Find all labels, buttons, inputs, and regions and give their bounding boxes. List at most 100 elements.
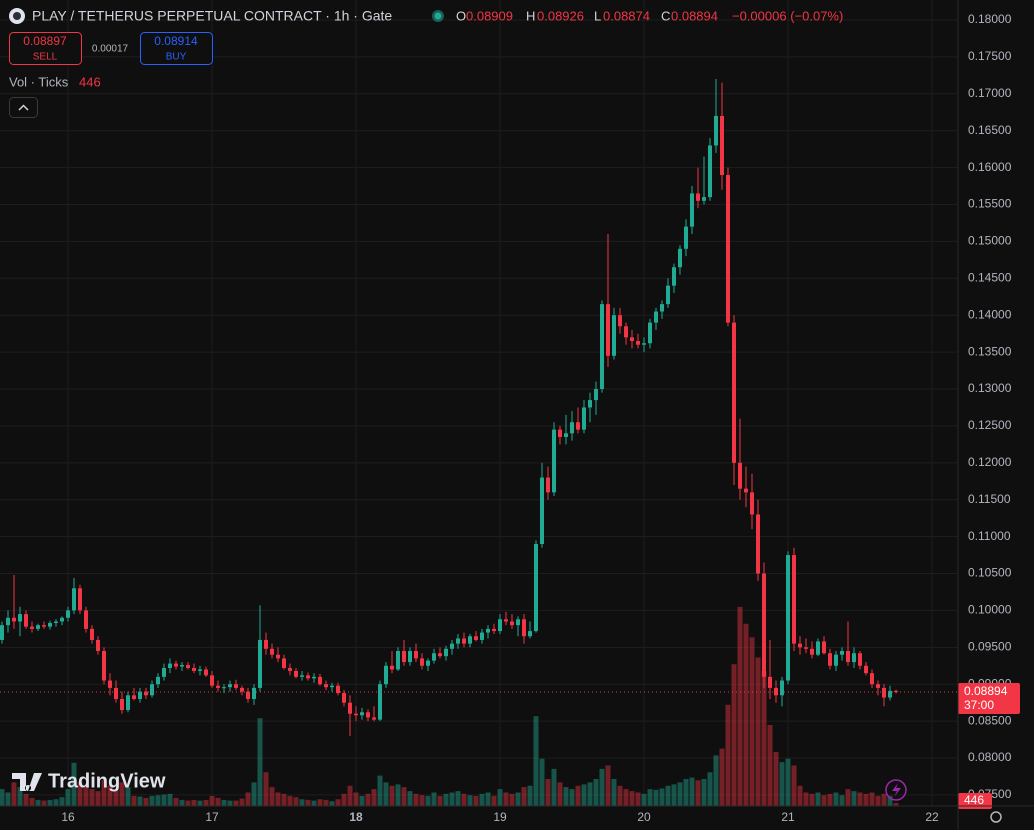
candle-body	[623, 326, 628, 338]
y-tick-label: 0.14500	[968, 270, 1012, 284]
volume-bar	[221, 799, 227, 806]
alert-icon[interactable]	[885, 779, 907, 801]
candle-body	[432, 653, 437, 661]
volume-bar	[341, 793, 347, 806]
volume-bar	[53, 799, 59, 806]
candle-body	[407, 651, 412, 663]
volume-bar	[563, 787, 569, 806]
candle-body	[18, 614, 23, 622]
candle-body	[659, 304, 664, 312]
volume-bar	[521, 787, 527, 806]
volume-bar	[497, 789, 503, 806]
volume-bar	[725, 704, 731, 806]
candle-body	[875, 684, 880, 688]
volume-bar	[623, 789, 629, 806]
candle-body	[347, 702, 352, 714]
volume-bar	[347, 785, 353, 806]
candle-body	[83, 610, 88, 629]
volume-bar	[617, 785, 623, 806]
y-tick-label: 0.17000	[968, 86, 1012, 100]
sell-button[interactable]	[9, 32, 82, 65]
collapse-button[interactable]	[9, 97, 38, 118]
volume-bar	[503, 792, 509, 806]
candle-body	[533, 544, 538, 632]
volume-bar	[65, 789, 71, 806]
candle-body	[252, 687, 257, 699]
candle-body	[791, 555, 796, 644]
candle-body	[839, 651, 844, 655]
volume-bar	[797, 785, 803, 806]
volume-bar	[407, 791, 413, 806]
candle-body	[23, 614, 28, 627]
volume-bar	[245, 792, 251, 806]
candle-body	[851, 653, 856, 663]
candle-body	[144, 691, 149, 696]
candle-body	[677, 248, 682, 268]
candle-body	[773, 687, 778, 696]
volume-bar	[23, 793, 29, 806]
x-tick-label: 20	[637, 810, 651, 824]
last-price-box	[958, 683, 1020, 715]
volume-bar	[143, 797, 149, 806]
candle-body	[695, 193, 700, 201]
candle-body	[5, 617, 10, 626]
volume-bar	[95, 791, 101, 806]
buy-button[interactable]	[140, 32, 213, 65]
volume-bar	[575, 785, 581, 806]
volume-bar	[107, 785, 113, 806]
candle-body	[479, 632, 484, 640]
y-tick-label: 0.17500	[968, 49, 1012, 63]
candle-body	[227, 684, 232, 688]
candle-body	[611, 315, 616, 356]
candle-body	[317, 676, 322, 685]
y-tick-label: 0.13500	[968, 344, 1012, 358]
volume-bar	[395, 784, 401, 806]
candle-body	[455, 638, 460, 644]
volume-bar	[179, 799, 185, 806]
candle-body	[485, 628, 490, 633]
candle-body	[557, 429, 562, 437]
candle-body	[797, 643, 802, 648]
spread: 0.00017	[92, 44, 129, 55]
ohlc-label: H	[526, 8, 535, 23]
candle-body	[191, 667, 196, 671]
candle-body	[845, 651, 850, 663]
volume-bar	[83, 785, 89, 806]
change: −0.00006 (−0.07%)	[732, 8, 843, 23]
volume-bar	[719, 748, 725, 806]
volume-bar	[251, 782, 257, 806]
volume-bar	[263, 772, 269, 806]
candle-body	[173, 663, 178, 667]
candle-body	[719, 115, 724, 175]
candle-body	[95, 639, 100, 652]
candle-body	[155, 676, 160, 685]
candle-body	[65, 610, 70, 618]
volume-bar	[557, 782, 563, 806]
y-tick-label: 0.14000	[968, 307, 1012, 321]
volume-bar	[167, 793, 173, 806]
candle-body	[887, 690, 892, 698]
candle-body	[653, 311, 658, 323]
volume-bar	[287, 795, 293, 806]
volume-bar	[863, 793, 869, 806]
volume-bar	[851, 791, 857, 806]
candle-body	[47, 622, 52, 627]
candle-body	[893, 690, 898, 693]
candle-body	[725, 174, 730, 323]
candle-body	[324, 684, 329, 688]
volume-bar	[281, 793, 287, 806]
volume-bar	[611, 779, 617, 806]
volume-bar	[299, 799, 305, 806]
candle-body	[737, 462, 742, 489]
settings-icon[interactable]	[990, 811, 1002, 823]
volume-bar	[671, 784, 677, 806]
candle-body	[761, 573, 766, 677]
volume-bar	[35, 799, 41, 806]
volume-bar	[125, 787, 131, 806]
candle-body	[749, 492, 754, 515]
candle-body	[869, 673, 874, 685]
volume-bar	[329, 801, 335, 806]
volume-bar	[197, 800, 203, 806]
